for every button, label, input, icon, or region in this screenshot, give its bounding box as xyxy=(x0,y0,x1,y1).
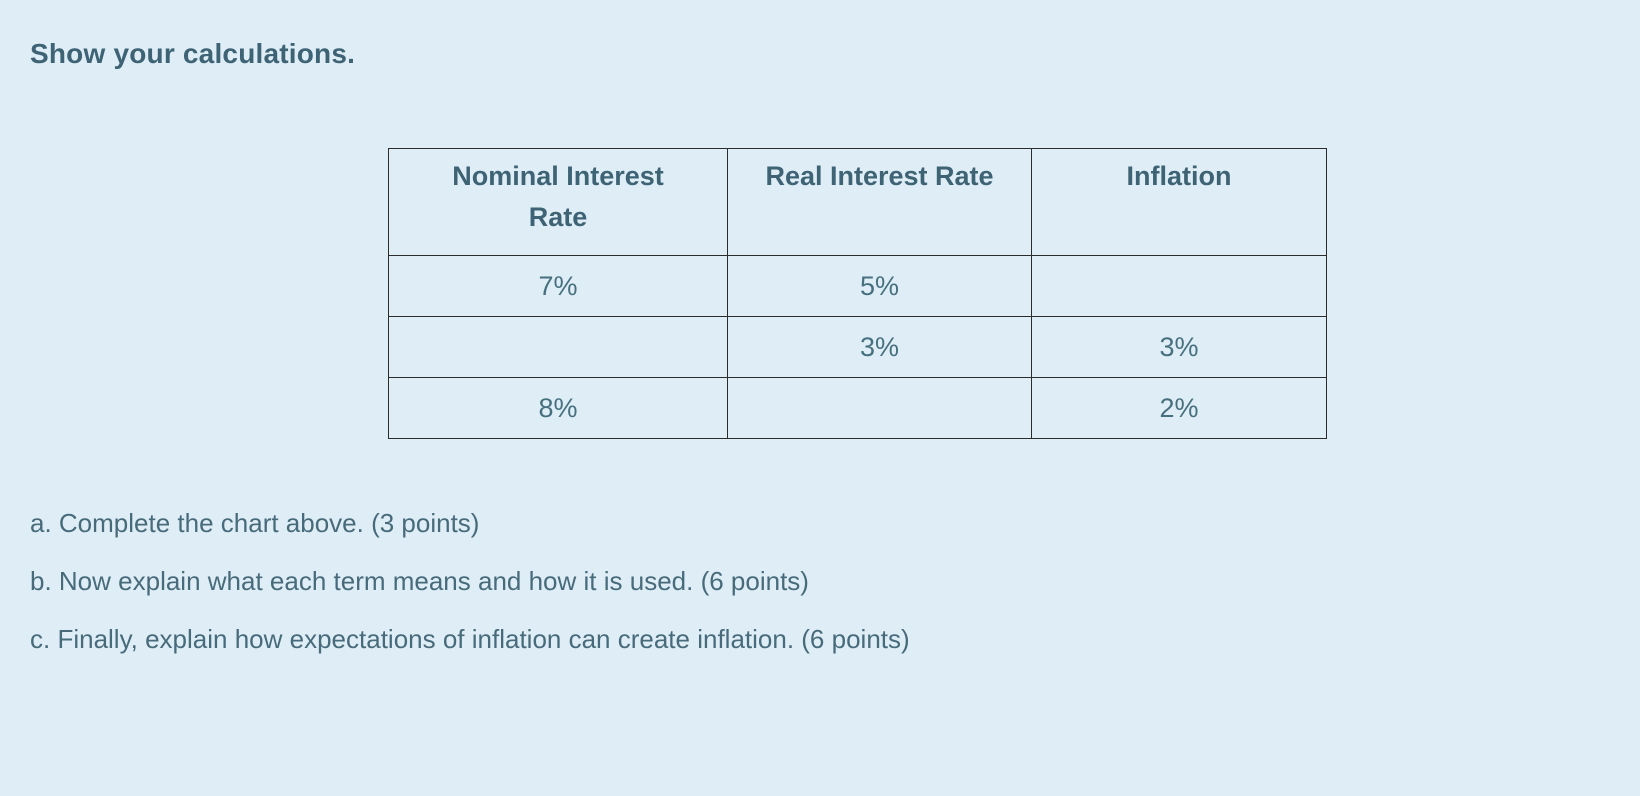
column-header-label: Inflation xyxy=(1126,161,1232,191)
table-cell-real-r3 xyxy=(727,377,1032,439)
table-cell-real-r1: 5% xyxy=(727,255,1032,317)
table-cell-inflation-r1 xyxy=(1031,255,1327,317)
table-cell-inflation-r3: 2% xyxy=(1031,377,1327,439)
interest-rate-table: Nominal Interest Rate Real Interest Rate… xyxy=(388,148,1327,439)
question-a: a. Complete the chart above. (3 points) xyxy=(30,508,480,538)
column-header-nominal-interest-rate: Nominal Interest Rate xyxy=(388,148,728,256)
column-header-label: Real Interest Rate xyxy=(765,161,994,191)
table-cell-inflation-r2: 3% xyxy=(1031,316,1327,378)
question-list: a. Complete the chart above. (3 points) … xyxy=(30,494,910,668)
table-row: 8% 2% xyxy=(388,377,1327,439)
table-header-row: Nominal Interest Rate Real Interest Rate… xyxy=(388,148,1327,256)
question-b: b. Now explain what each term means and … xyxy=(30,566,809,596)
table-cell-real-r2: 3% xyxy=(727,316,1032,378)
question-c: c. Finally, explain how expectations of … xyxy=(30,624,910,654)
column-header-label: Nominal Interest Rate xyxy=(452,161,664,232)
table-cell-nominal-r2 xyxy=(388,316,728,378)
table-cell-nominal-r1: 7% xyxy=(388,255,728,317)
column-header-real-interest-rate: Real Interest Rate xyxy=(727,148,1032,256)
table-row: 7% 5% xyxy=(388,255,1327,317)
table-cell-nominal-r3: 8% xyxy=(388,377,728,439)
page-title: Show your calculations. xyxy=(30,38,356,69)
table-row: 3% 3% xyxy=(388,316,1327,378)
column-header-inflation: Inflation xyxy=(1031,148,1327,256)
